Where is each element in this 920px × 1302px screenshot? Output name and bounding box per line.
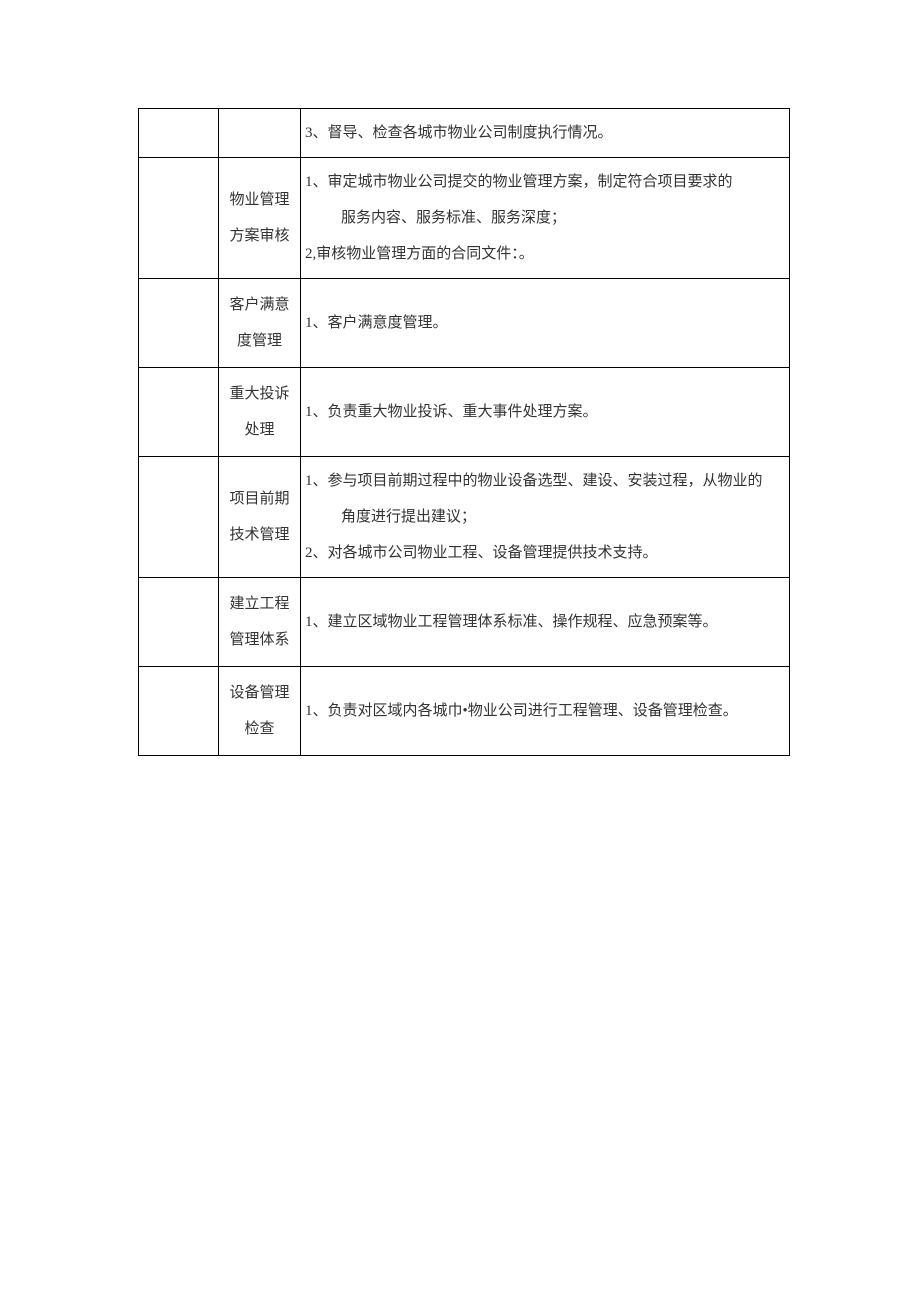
content-line: 1、负责对区域内各城巾•物业公司进行工程管理、设备管理检查。 [305,693,785,729]
content-line: 1、参与项目前期过程中的物业设备选型、建设、安装过程，从物业的 [305,463,785,499]
table-cell-category [138,667,218,755]
table-cell-content: 1、客户满意度管理。 [300,279,789,367]
table-cell-subcategory: 项目前期技术管理 [218,457,300,577]
table-cell-category [138,578,218,666]
content-line: 3、督导、检查各城市物业公司制度执行情况。 [305,115,785,151]
content-line: 1、客户满意度管理。 [305,305,785,341]
content-line: 角度进行提出建议； [305,499,785,535]
table-cell-subcategory: 重大投诉处理 [218,368,300,456]
content-line: 2、对各城市公司物业工程、设备管理提供技术支持。 [305,535,785,571]
table-cell-subcategory: 建立工程管理体系 [218,578,300,666]
table-cell-category [138,457,218,577]
table-cell-content: 1、负责对区域内各城巾•物业公司进行工程管理、设备管理检查。 [300,667,789,755]
table-cell-content: 1、参与项目前期过程中的物业设备选型、建设、安装过程，从物业的 角度进行提出建议… [300,457,789,577]
table-cell-subcategory: 物业管理方案审核 [218,158,300,278]
table-row: 项目前期技术管理 1、参与项目前期过程中的物业设备选型、建设、安装过程，从物业的… [138,457,789,578]
table-cell-subcategory: 客户满意度管理 [218,279,300,367]
table-cell-content: 1、建立区域物业工程管理体系标准、操作规程、应急预案等。 [300,578,789,666]
table-row: 重大投诉处理 1、负责重大物业投诉、重大事件处理方案。 [138,368,789,457]
table-cell-category [138,109,218,157]
table-cell-content: 3、督导、检查各城市物业公司制度执行情况。 [300,109,789,157]
table-cell-content: 1、审定城市物业公司提交的物业管理方案，制定符合项目要求的 服务内容、服务标准、… [300,158,789,278]
document-table: 3、督导、检查各城市物业公司制度执行情况。 物业管理方案审核 1、审定城市物业公… [138,108,790,756]
table-row: 设备管理检查 1、负责对区域内各城巾•物业公司进行工程管理、设备管理检查。 [138,667,789,756]
table-row: 建立工程管理体系 1、建立区域物业工程管理体系标准、操作规程、应急预案等。 [138,578,789,667]
content-line: 服务内容、服务标准、服务深度； [305,200,785,236]
table-cell-subcategory [218,109,300,157]
content-line: 1、负责重大物业投诉、重大事件处理方案。 [305,394,785,430]
table-row: 客户满意度管理 1、客户满意度管理。 [138,279,789,368]
table-row: 物业管理方案审核 1、审定城市物业公司提交的物业管理方案，制定符合项目要求的 服… [138,158,789,279]
table-row: 3、督导、检查各城市物业公司制度执行情况。 [138,109,789,158]
table-cell-category [138,279,218,367]
content-line: 1、建立区域物业工程管理体系标准、操作规程、应急预案等。 [305,604,785,640]
content-line: 1、审定城市物业公司提交的物业管理方案，制定符合项目要求的 [305,164,785,200]
content-line: 2,审核物业管理方面的合同文件：。 [305,236,785,272]
table-cell-category [138,158,218,278]
table-cell-category [138,368,218,456]
table-cell-content: 1、负责重大物业投诉、重大事件处理方案。 [300,368,789,456]
table-cell-subcategory: 设备管理检查 [218,667,300,755]
